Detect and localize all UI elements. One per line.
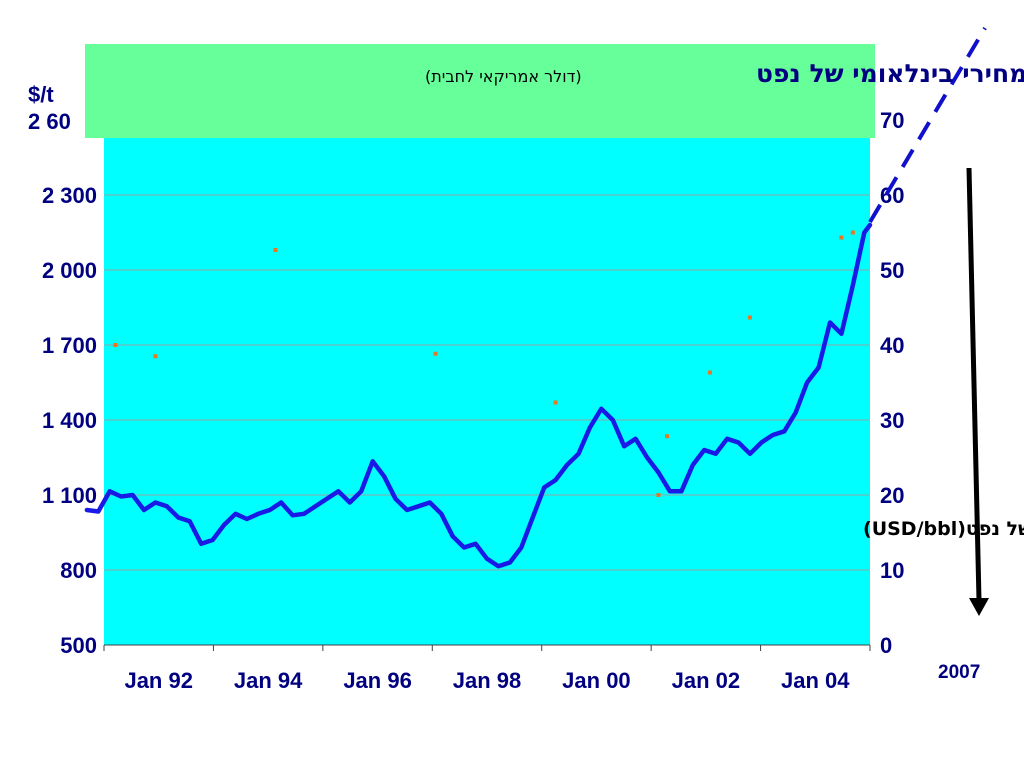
scatter-point [433,351,438,356]
scatter-point [553,400,558,405]
right-tick-label: 10 [880,558,904,583]
x-axis-tick-marks [103,645,871,651]
x-tick-label: Jan 04 [781,668,850,693]
x-axis-labels: Jan 92 Jan 94 Jan 96 Jan 98 Jan 00 Jan 02 Jan … [124,668,850,693]
series-label: מחיר בינלאומי של נפט(USD/bbl) [863,518,1024,540]
chart-subtitle: (דולר אמריקאי לחבית) [425,67,582,86]
down-arrow [966,167,989,616]
x-tick-label: Jan 02 [672,668,741,693]
x-tick-label: Jan 98 [453,668,522,693]
scatter-point [665,434,670,439]
x-tick-label: Jan 00 [562,668,631,693]
scatter-point [656,493,661,497]
plot-area [104,120,870,645]
right-tick-label: 50 [880,258,904,283]
left-tick-label: 500 [60,633,97,658]
left-axis-unit: $/t [28,82,54,107]
left-tick-label: 2 000 [42,258,97,283]
right-tick-label: 30 [880,408,904,433]
trend-extension-line [868,26,987,224]
left-tick-label: 1 400 [42,408,97,433]
right-tick-label: 20 [880,483,904,508]
scatter-point [850,230,855,235]
x-tick-label: Jan 96 [343,668,412,693]
title-box [85,44,875,138]
scatter-point [113,343,118,347]
scatter-point [707,370,712,375]
left-tick-label: 2 300 [42,183,97,208]
right-tick-label: 0 [880,633,892,658]
scatter-point [273,248,278,252]
left-tick-label: 1 700 [42,333,97,358]
oil-price-line [84,222,873,569]
down-arrow-shaft [966,167,982,601]
right-tick-label: 40 [880,333,904,358]
scatter-points [113,230,855,497]
left-tick-label: 800 [60,558,97,583]
left-tick-label: 1 100 [42,483,97,508]
year-label-2007: 2007 [938,662,980,683]
down-arrow-head [969,598,989,616]
left-axis-labels: 500 800 1 100 1 400 1 700 2 000 2 300 [42,183,97,658]
scatter-point [153,354,158,359]
scatter-point [747,315,752,320]
right-tick-label: 70 [880,108,904,133]
x-tick-label: Jan 92 [124,668,193,693]
chart-title: מחירי בינלאומי של נפט [756,59,1024,88]
left-axis-top-label: 2 60 [28,109,71,134]
x-tick-label: Jan 94 [234,668,303,693]
scatter-point [839,235,844,240]
